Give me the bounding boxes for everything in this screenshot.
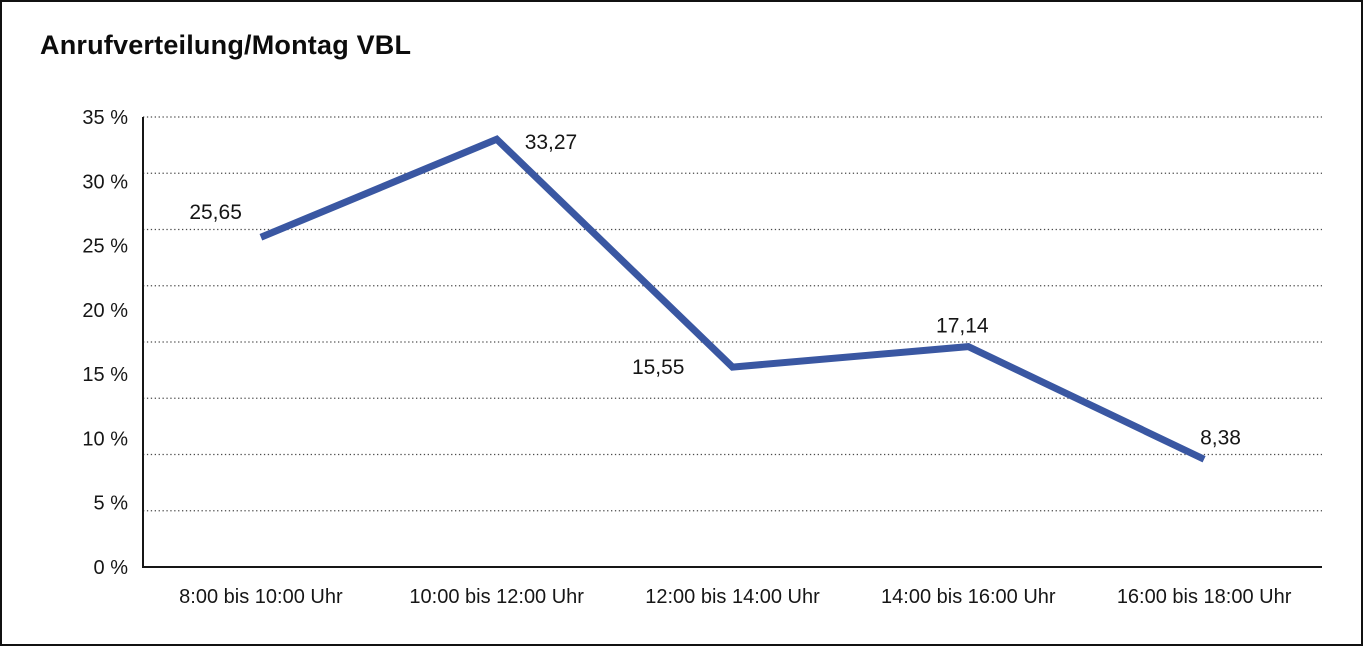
x-axis-category-label: 10:00 bis 12:00 Uhr <box>409 586 584 608</box>
y-axis-tick-label: 10 % <box>82 428 128 450</box>
data-point-label: 15,55 <box>632 356 685 379</box>
y-axis-tick-label: 30 % <box>82 171 128 193</box>
y-axis-tick-label: 15 % <box>82 364 128 386</box>
data-point-label: 25,65 <box>189 201 242 224</box>
data-series-line <box>259 135 1206 463</box>
data-point-label: 17,14 <box>936 315 989 338</box>
x-axis-category-label: 14:00 bis 16:00 Uhr <box>881 586 1056 608</box>
data-point-label: 8,38 <box>1200 426 1241 449</box>
x-axis-category-label: 16:00 bis 18:00 Uhr <box>1117 586 1292 608</box>
y-axis-tick-label: 35 % <box>82 107 128 129</box>
chart-title: Anrufverteilung/Montag VBL <box>40 30 412 60</box>
x-axis-category-label: 8:00 bis 10:00 Uhr <box>179 586 343 608</box>
y-axis-tick-label: 25 % <box>82 236 128 258</box>
x-axis-category-label: 12:00 bis 14:00 Uhr <box>645 586 820 608</box>
y-axis-tick-label: 20 % <box>82 300 128 322</box>
y-axis-tick-label: 5 % <box>94 493 129 515</box>
data-point-label: 33,27 <box>525 131 578 154</box>
y-axis-tick-label: 0 % <box>94 557 129 579</box>
